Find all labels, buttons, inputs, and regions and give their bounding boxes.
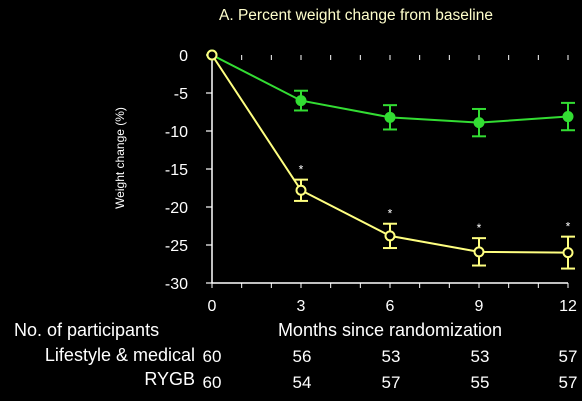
significance-asterisk: *	[566, 220, 571, 234]
table-cell-rygb-9: 55	[470, 373, 490, 392]
table-cell-lifestyle-6: 53	[381, 347, 401, 366]
data-point	[295, 184, 307, 196]
x-tick-label: 0	[208, 298, 217, 315]
x-tick-label: 12	[559, 298, 577, 315]
significance-asterisk: *	[388, 207, 393, 221]
y-tick-label: -10	[165, 124, 188, 141]
significance-asterisk: *	[477, 221, 482, 235]
table-cell-lifestyle-12: 57	[558, 347, 578, 366]
table-cell-lifestyle-3: 56	[292, 347, 312, 366]
y-tick-label: -25	[165, 238, 188, 255]
significance-asterisk: *	[299, 163, 304, 177]
y-tick-label: -15	[165, 162, 188, 179]
table-cell-rygb-3: 54	[292, 373, 312, 392]
table-row-label-lifestyle: Lifestyle & medical	[44, 345, 195, 365]
y-axis-label: Weight change (%)	[113, 107, 127, 209]
data-point	[473, 246, 485, 258]
data-point	[473, 117, 485, 129]
participants-table-header: No. of participants	[14, 320, 160, 340]
data-point	[562, 247, 574, 259]
table-cell-rygb-0: 60	[202, 373, 222, 392]
x-axis-label: Months since randomization	[277, 320, 503, 340]
table-cell-rygb-6: 57	[381, 373, 401, 392]
y-tick-label: 0	[179, 48, 188, 65]
data-point	[295, 95, 307, 107]
table-cell-lifestyle-0: 60	[202, 347, 222, 366]
y-tick-label: -5	[174, 86, 188, 103]
chart-title: A. Percent weight change from baseline	[219, 7, 493, 24]
table-row-label-rygb: RYGB	[144, 369, 195, 389]
data-point	[384, 111, 396, 123]
x-tick-label: 6	[386, 298, 395, 315]
y-tick-label: -20	[165, 200, 188, 217]
data-point	[562, 111, 574, 123]
x-tick-label: 9	[475, 298, 484, 315]
data-point	[206, 49, 218, 61]
y-tick-label: -30	[165, 276, 188, 293]
table-cell-rygb-12: 57	[558, 373, 578, 392]
data-point	[384, 230, 396, 242]
table-cell-lifestyle-9: 53	[470, 347, 490, 366]
x-tick-label: 3	[297, 298, 306, 315]
